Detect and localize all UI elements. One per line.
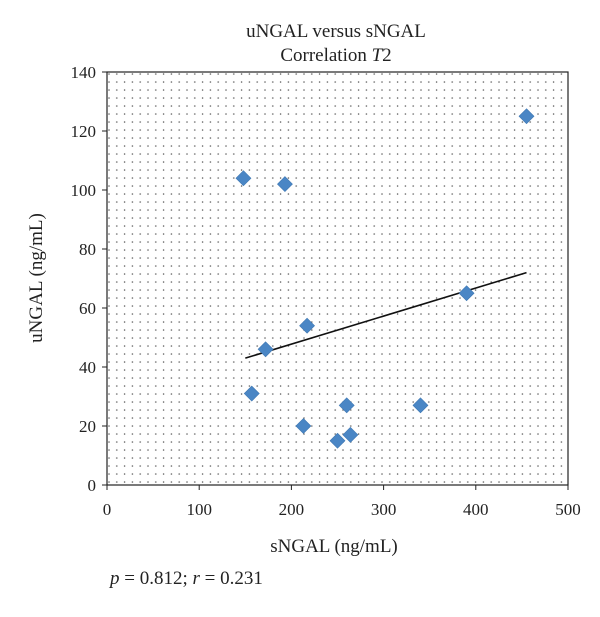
r-value: = 0.231 <box>199 568 263 589</box>
data-point <box>338 397 355 414</box>
data-point <box>243 385 260 402</box>
data-point <box>329 432 346 449</box>
y-tick-label: 0 <box>88 476 97 495</box>
axis-ticks: 0 100 200 300 400 500 0 20 40 60 80 100 120 140 <box>71 63 581 519</box>
trendline-group <box>245 271 527 359</box>
chart-subtitle: Correlation T2 <box>280 45 391 66</box>
p-symbol: p <box>110 568 120 589</box>
data-point <box>299 317 315 334</box>
x-tick-label: 0 <box>103 500 112 519</box>
data-point <box>342 426 359 443</box>
data-point <box>295 418 312 434</box>
x-tick-label: 200 <box>279 500 305 519</box>
y-tick-label: 80 <box>79 240 96 259</box>
trendline <box>245 271 527 359</box>
y-axis-label: uNGAL (ng/mL) <box>26 213 47 343</box>
x-tick-label: 400 <box>463 500 489 519</box>
data-point <box>235 170 252 187</box>
data-point <box>412 397 429 414</box>
r-symbol: r <box>192 568 200 589</box>
x-axis-label: sNGAL (ng/mL) <box>270 536 398 557</box>
stats-annotation: p = 0.812; r = 0.231 <box>110 568 263 590</box>
grid-dot-field <box>108 73 567 484</box>
x-tick-label: 300 <box>371 500 397 519</box>
grid-dots <box>108 73 567 484</box>
x-tick-label: 500 <box>555 500 581 519</box>
p-value: = 0.812; <box>119 568 193 589</box>
chart-title: uNGAL versus sNGAL <box>246 21 426 42</box>
y-tick-label: 100 <box>71 181 97 200</box>
data-point <box>518 108 535 125</box>
y-tick-label: 40 <box>79 358 96 377</box>
y-tick-label: 20 <box>79 417 96 436</box>
y-tick-label: 60 <box>79 299 96 318</box>
data-point <box>458 285 475 302</box>
data-points <box>235 108 535 449</box>
data-point <box>277 176 293 193</box>
y-tick-label: 120 <box>71 122 97 141</box>
y-tick-label: 140 <box>71 63 97 82</box>
x-tick-label: 100 <box>186 500 212 519</box>
data-point <box>257 341 274 358</box>
